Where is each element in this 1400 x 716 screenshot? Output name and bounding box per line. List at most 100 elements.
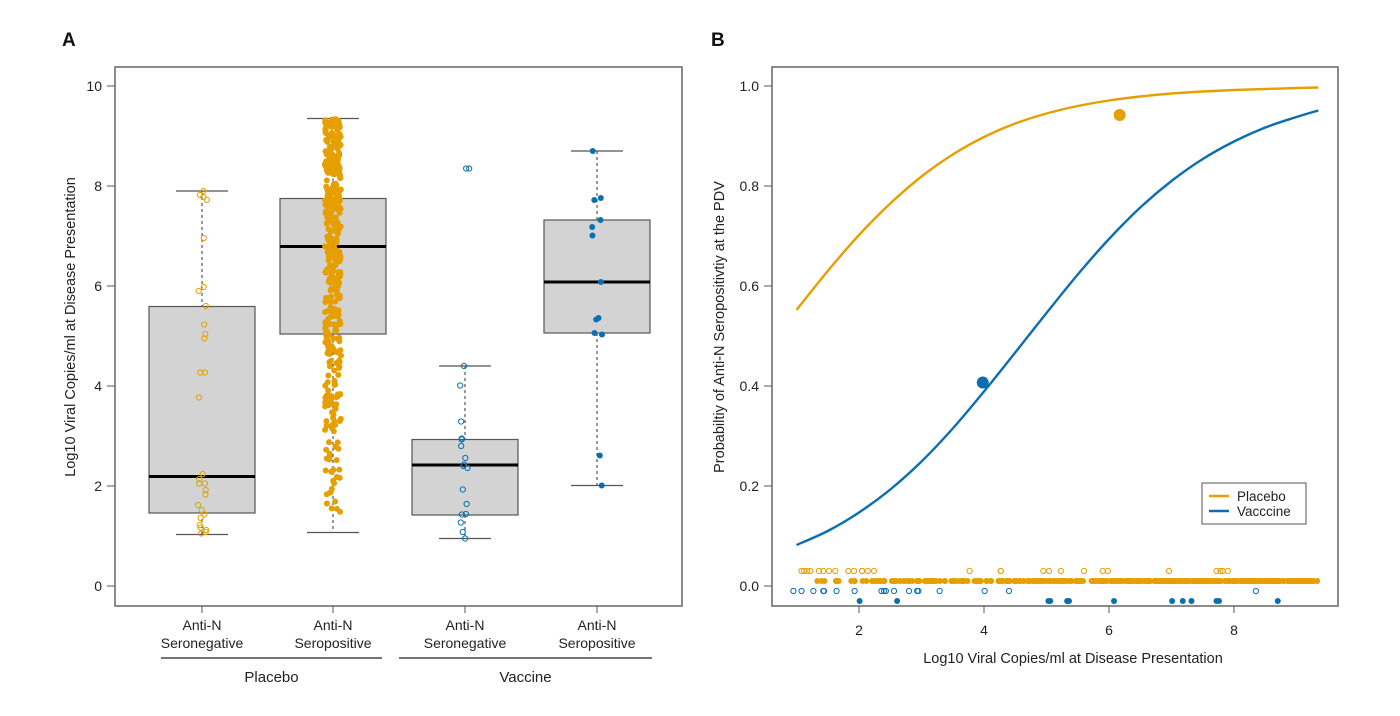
data-point xyxy=(322,467,329,474)
data-point xyxy=(325,387,332,394)
rug-point xyxy=(1266,578,1273,584)
panel-a-letter: A xyxy=(62,30,76,51)
data-point xyxy=(326,350,333,357)
rug-point xyxy=(882,587,889,595)
rug-point xyxy=(1115,578,1122,584)
panel-a-y-axis: 0 2 4 6 8 10 xyxy=(86,78,115,594)
rug-point xyxy=(1151,578,1158,584)
y-tick-label: 0.6 xyxy=(740,278,760,294)
data-point xyxy=(458,511,465,518)
rug-point xyxy=(981,587,988,595)
rug-point xyxy=(948,578,955,584)
data-point xyxy=(462,510,470,518)
rug-point xyxy=(905,578,912,584)
data-point xyxy=(322,325,329,332)
data-point xyxy=(203,196,211,204)
rug-point xyxy=(1248,578,1255,584)
rug-point xyxy=(821,578,828,584)
data-point xyxy=(589,232,596,239)
data-point xyxy=(325,338,332,345)
rug-point xyxy=(1072,578,1079,584)
data-point xyxy=(332,203,339,210)
rug-point xyxy=(1199,578,1206,584)
rug-point xyxy=(1029,578,1036,584)
data-point xyxy=(336,359,343,366)
data-point xyxy=(328,270,335,277)
rug-point xyxy=(870,567,878,575)
legend-box xyxy=(1201,482,1307,525)
x-tick-label-line1: Anti-N xyxy=(183,617,222,633)
data-point xyxy=(334,229,341,236)
group-label-vaccine: Vaccine xyxy=(499,669,551,686)
data-point xyxy=(325,278,332,285)
rug-point xyxy=(832,578,839,584)
x-tick-label-line1: Anti-N xyxy=(314,617,353,633)
x-tick-label: 4 xyxy=(980,622,988,638)
rug-point xyxy=(1244,578,1251,584)
data-point xyxy=(333,250,340,257)
data-point xyxy=(458,442,465,450)
rug-point xyxy=(1047,598,1054,604)
data-point xyxy=(332,214,339,221)
rug-point xyxy=(1188,598,1195,604)
rug-point xyxy=(1077,578,1084,584)
rug-point xyxy=(1177,578,1184,584)
panel-a-x-axis: Anti-N Seronegative Anti-N Seropositive Anti… xyxy=(161,606,652,686)
data-point xyxy=(329,240,336,247)
rug-point xyxy=(1057,567,1064,575)
panel-b-rugs xyxy=(790,567,1321,604)
rug-point xyxy=(800,567,808,575)
panel-b-y-axis: 0.0 0.2 0.4 0.6 0.8 1.0 xyxy=(740,78,772,594)
data-point xyxy=(324,185,331,192)
rug-point xyxy=(931,578,938,584)
data-point xyxy=(200,283,207,291)
rug-point xyxy=(1285,578,1292,584)
rug-point xyxy=(845,567,852,575)
rug-point xyxy=(1090,578,1097,584)
y-tick-label: 1.0 xyxy=(740,78,760,94)
rug-point xyxy=(1162,578,1169,584)
rug-point xyxy=(894,598,901,604)
panel-b-plot-frame xyxy=(771,66,1339,607)
rug-point xyxy=(1276,578,1283,584)
rug-point xyxy=(864,567,871,575)
data-point xyxy=(463,165,470,172)
panel-b-x-axis: 2 4 6 8 xyxy=(855,606,1238,638)
data-point xyxy=(591,197,598,203)
data-point xyxy=(328,485,335,492)
panel-a-y-axis-title: Log10 Viral Copies/ml at Disease Present… xyxy=(63,177,79,477)
data-point xyxy=(323,392,330,399)
data-point xyxy=(195,480,203,487)
data-point xyxy=(331,418,338,425)
data-point xyxy=(597,195,604,201)
data-point xyxy=(198,530,205,537)
y-tick-label: 0.8 xyxy=(740,178,760,194)
data-point xyxy=(330,346,337,353)
data-point xyxy=(593,316,600,323)
data-point xyxy=(334,145,341,152)
rug-point xyxy=(1145,578,1152,584)
rug-point xyxy=(863,578,870,584)
y-tick-label: 0 xyxy=(94,578,102,594)
rug-point xyxy=(1238,578,1245,584)
rug-point xyxy=(1296,578,1303,584)
data-point xyxy=(332,298,339,305)
data-point xyxy=(334,309,341,316)
data-point xyxy=(202,302,209,310)
data-point xyxy=(323,418,330,425)
x-tick-label-line2: Seronegative xyxy=(161,635,244,651)
rug-point xyxy=(1224,567,1231,575)
rug-point xyxy=(825,567,833,575)
y-tick-label: 0.2 xyxy=(740,478,760,494)
rug-vaccine-seropositive xyxy=(856,598,1281,604)
rug-point xyxy=(1217,567,1224,575)
data-point xyxy=(326,397,333,404)
rug-point xyxy=(1104,567,1111,575)
rug-point xyxy=(1167,578,1174,584)
data-point xyxy=(337,415,344,422)
panel-a-plot-frame xyxy=(114,66,683,607)
data-point xyxy=(598,482,605,489)
x-tick-label: 6 xyxy=(1105,622,1113,638)
data-point xyxy=(324,194,331,201)
